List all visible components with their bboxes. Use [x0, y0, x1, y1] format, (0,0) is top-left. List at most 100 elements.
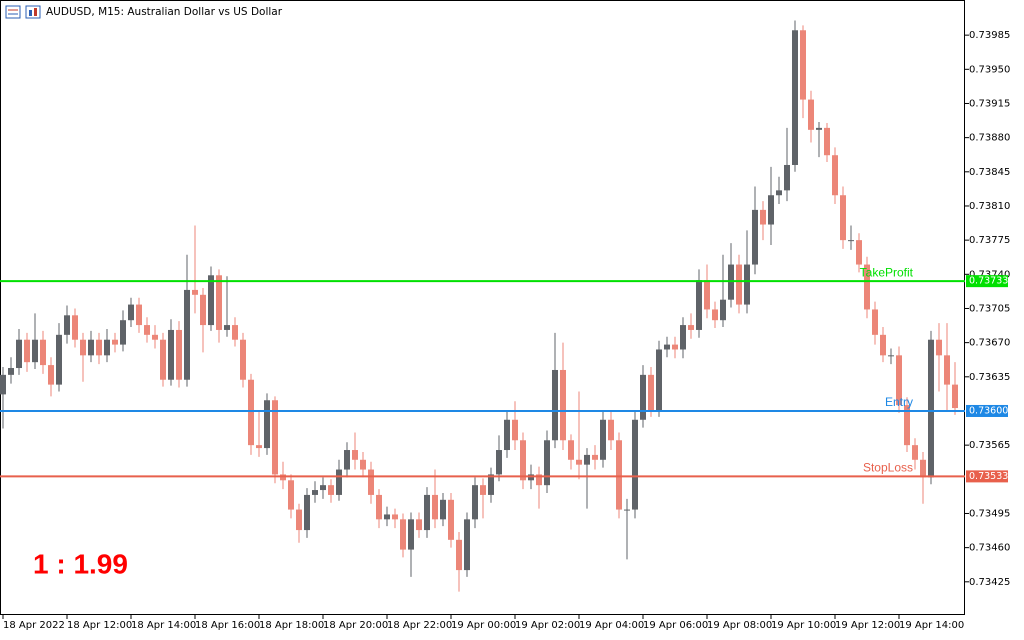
x-tick-label: 19 Apr 02:00 [515, 620, 580, 631]
candle-body [304, 494, 310, 531]
candle-body [616, 440, 622, 510]
risk-reward: 1 : 1.99 [33, 548, 128, 579]
candle-body [480, 485, 486, 495]
price-tag-label: 0.73600 [969, 405, 1008, 416]
y-tick-label: 0.73425 [969, 577, 1010, 588]
candle-body [696, 280, 702, 330]
chart-title: AUDUSD, M15: Australian Dollar vs US Dol… [46, 6, 283, 18]
candle-body [944, 355, 950, 385]
candle-body [512, 419, 518, 441]
y-tick-label: 0.73495 [969, 508, 1010, 519]
candle-body [792, 30, 798, 165]
candle-body [464, 519, 470, 571]
candle-body [232, 325, 238, 340]
candle-body [680, 325, 686, 350]
candle-body [408, 519, 414, 550]
candle-body [56, 334, 62, 385]
icon-bar [34, 8, 37, 16]
y-tick-label: 0.73740 [969, 269, 1010, 280]
candle-body [296, 509, 302, 531]
candle-body [648, 374, 654, 410]
candle-body [256, 445, 262, 449]
candle-body [128, 304, 134, 321]
candle-body [80, 339, 86, 356]
candle-body [624, 509, 630, 511]
candle-body [432, 494, 438, 520]
candle-body [504, 419, 510, 451]
candle-body [392, 514, 398, 520]
candle-body [416, 519, 422, 531]
candle-body [120, 320, 126, 345]
candle-body [880, 334, 886, 356]
candle-body [568, 440, 574, 460]
level-label: StopLoss [863, 461, 913, 475]
candle-body [288, 480, 294, 510]
candle-body [24, 339, 30, 363]
candle-body [200, 294, 206, 326]
candle-body [16, 339, 22, 369]
candle-body [688, 325, 694, 330]
candle-body [720, 299, 726, 321]
candle-body [192, 289, 198, 295]
candle-body [584, 454, 590, 465]
x-tick-label: 18 Apr 14:00 [131, 620, 196, 631]
level-label: TakeProfit [860, 265, 914, 279]
candle-body [136, 304, 142, 326]
candle-body [560, 369, 566, 441]
plot-frame [0, 0, 965, 615]
candle-body [920, 459, 926, 478]
y-tick-label: 0.73915 [969, 98, 1010, 109]
candle-body [536, 474, 542, 486]
price-tag-label: 0.73733 [969, 276, 1008, 287]
y-tick-label: 0.73460 [969, 543, 1010, 554]
candle-body [176, 329, 182, 380]
candle-body [160, 339, 166, 380]
price-tag-label: 0.73533 [969, 471, 1008, 482]
candle-body [152, 334, 158, 340]
x-tick-label: 19 Apr 10:00 [771, 620, 836, 631]
candle-body [784, 164, 790, 191]
candle-body [0, 374, 6, 395]
candle-body [456, 539, 462, 571]
x-tick-label: 19 Apr 12:00 [835, 620, 900, 631]
candle-body [376, 494, 382, 520]
candle-body [496, 450, 502, 475]
candle-body [664, 344, 670, 350]
candle-body [168, 329, 174, 380]
candle-body [872, 309, 878, 335]
candle-body [352, 450, 358, 460]
candle-body [48, 365, 54, 385]
candle-body [832, 155, 838, 196]
candle-body [144, 325, 150, 335]
icon-chart [25, 5, 41, 19]
x-tick-label: 19 Apr 14:00 [899, 620, 964, 631]
candle-body [768, 195, 774, 225]
candle-body [552, 369, 558, 441]
x-tick-label: 18 Apr 16:00 [195, 620, 260, 631]
candle-body [424, 494, 430, 531]
candle-body [848, 240, 854, 242]
y-tick-label: 0.73810 [969, 201, 1010, 212]
candle-body [712, 309, 718, 321]
y-tick-label: 0.73775 [969, 235, 1010, 246]
candle-body [928, 339, 934, 478]
x-tick-label: 18 Apr 12:00 [67, 620, 132, 631]
candle-body [952, 384, 958, 409]
candle-body [112, 339, 118, 345]
candle-body [672, 344, 678, 350]
candle-body [320, 485, 326, 491]
candle-body [472, 485, 478, 520]
candle-body [904, 405, 910, 446]
candle-body [816, 127, 822, 130]
candle-body [312, 490, 318, 495]
candle-body [800, 30, 806, 100]
candle-body [936, 339, 942, 356]
candle-body [736, 264, 742, 305]
candle-body [264, 400, 270, 449]
candle-body [224, 325, 230, 330]
y-tick-label: 0.73985 [969, 30, 1010, 41]
candle-body [184, 289, 190, 380]
candle-body [808, 99, 814, 130]
candle-body [576, 459, 582, 465]
candle-body [520, 440, 526, 481]
